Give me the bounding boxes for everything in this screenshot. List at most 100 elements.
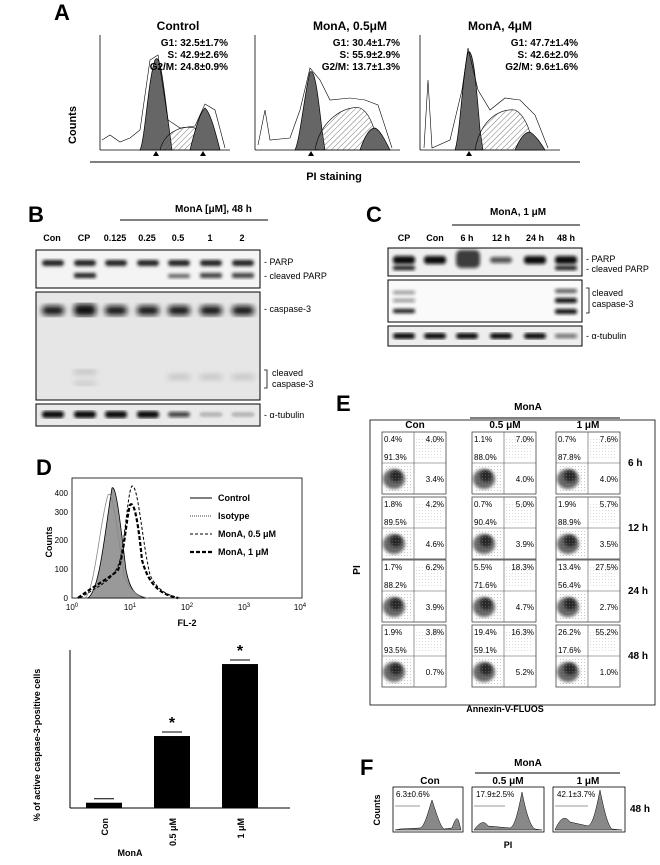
g1-value: G1: 32.5±1.7% <box>161 38 228 49</box>
quadrant-value: 1.7% <box>384 563 402 572</box>
cell-cycle-plot-control: Control G1: 32.5±1.7% S: 42.9±2.6% G2/M:… <box>99 19 230 156</box>
hist-ytick: 100 <box>55 565 69 574</box>
s-value: S: 55.9±2.9% <box>339 50 400 61</box>
lane-label: 6 h <box>460 233 473 243</box>
quadrant-value: 88.9% <box>558 518 581 527</box>
dotplot-grid: 0.4% 4.0% 91.3% 3.4% 1.1% 7.0% 88.0% 4.0% 0.7% 7.… <box>382 432 648 687</box>
pi-value: 17.9±2.5% <box>476 790 514 799</box>
label-tubulin: - α-tubulin <box>264 410 304 420</box>
quadrant-value: 0.7% <box>558 435 576 444</box>
label-cleaved: cleaved <box>272 368 303 378</box>
dotplot: 1.8% 4.2% 89.5% 4.6% <box>382 497 446 559</box>
label-cleaved-caspase-3: caspase-3 <box>272 379 314 389</box>
quadrant-value: 7.0% <box>516 435 534 444</box>
significance-marker: * <box>237 643 244 660</box>
lane-label: 48 h <box>557 233 575 243</box>
dotplot: 26.2% 55.2% 17.6% 1.0% <box>556 625 620 687</box>
label-caspase-3-c: caspase-3 <box>592 299 634 309</box>
quadrant-value: 55.2% <box>595 628 618 637</box>
g2m-value: G2/M: 9.6±1.6% <box>505 62 578 73</box>
lane-label: 0.25 <box>138 233 156 243</box>
hist-xtick: 102 <box>181 603 194 612</box>
quadrant-value: 56.4% <box>558 581 581 590</box>
quadrant-value: 1.8% <box>384 500 402 509</box>
hist-f-con: 6.3±0.6% <box>392 786 464 833</box>
bar-category-label: 0.5 μM <box>168 818 178 846</box>
quadrant-value: 0.7% <box>426 668 444 677</box>
bar <box>154 736 190 808</box>
label-parp: - PARP <box>264 257 293 267</box>
col-header: 1 μM <box>577 776 600 787</box>
quadrant-value: 4.2% <box>426 500 444 509</box>
panel-c-header: MonA, 1 μM <box>490 207 546 218</box>
blot-parp <box>35 249 261 289</box>
hist-ylabel: Counts <box>44 527 54 558</box>
dotplot: 1.1% 7.0% 88.0% 4.0% <box>472 432 536 494</box>
hist-ytick: 0 <box>64 594 69 603</box>
quadrant-value: 4.0% <box>516 475 534 484</box>
label-cleaved-parp-c: - cleaved PARP <box>586 264 649 274</box>
label-parp-c: - PARP <box>586 254 615 264</box>
quadrant-value: 5.7% <box>600 500 618 509</box>
panel-b-header: MonA [μM], 48 h <box>175 204 252 215</box>
quadrant-value: 17.6% <box>558 646 581 655</box>
quadrant-value: 5.5% <box>474 563 492 572</box>
plot-title: Control <box>157 19 200 33</box>
plot-title: MonA, 0.5μM <box>313 19 387 33</box>
bar <box>222 664 258 808</box>
panel-f-group: MonA <box>514 758 542 769</box>
lane-label: 0.125 <box>104 233 127 243</box>
quadrant-value: 91.3% <box>384 453 407 462</box>
blot-cleaved-caspase-3-c <box>387 279 583 323</box>
quadrant-value: 13.4% <box>558 563 581 572</box>
quadrant-value: 27.5% <box>595 563 618 572</box>
significance-marker: * <box>169 715 176 732</box>
panel-a-xlabel: PI staining <box>306 171 362 183</box>
panel-label-c: C <box>366 202 382 227</box>
quadrant-value: 1.9% <box>384 628 402 637</box>
dotplot: 1.9% 5.7% 88.9% 3.5% <box>556 497 620 559</box>
isotype-histogram <box>84 493 149 599</box>
hist-f-mona-1: 42.1±3.7% <box>552 786 626 833</box>
blot-caspase-3 <box>35 291 261 401</box>
quadrant-value: 88.0% <box>474 453 497 462</box>
pi-value: 6.3±0.6% <box>396 790 430 799</box>
hist-ytick: 300 <box>55 508 69 517</box>
quadrant-value: 1.1% <box>474 435 492 444</box>
lane-label: 12 h <box>492 233 510 243</box>
legend-label: MonA, 1 μM <box>218 547 269 557</box>
hist-ytick: 400 <box>55 489 69 498</box>
bar-category-label: 1 μM <box>236 818 246 839</box>
panel-a: A Counts PI staining Control G1: 32.5±1.… <box>54 0 580 183</box>
time-label: 24 h <box>628 586 648 597</box>
lane-label: 24 h <box>526 233 544 243</box>
label-cleaved-parp: - cleaved PARP <box>264 271 327 281</box>
quadrant-value: 4.0% <box>426 435 444 444</box>
time-label: 48 h <box>628 651 648 662</box>
panel-e-ylabel: PI <box>352 565 363 575</box>
quadrant-value: 1.0% <box>600 668 618 677</box>
hist-xtick: 101 <box>124 603 137 612</box>
mona-05-histogram <box>79 485 181 599</box>
dotplot: 13.4% 27.5% 56.4% 2.7% <box>556 560 620 622</box>
dotplot: 0.4% 4.0% 91.3% 3.4% <box>382 432 446 494</box>
hist-f-mona-05: 17.9±2.5% <box>471 786 545 833</box>
quadrant-value: 90.4% <box>474 518 497 527</box>
quadrant-value: 5.2% <box>516 668 534 677</box>
dotplot: 0.7% 5.0% 90.4% 3.9% <box>472 497 536 559</box>
lane-label: CP <box>78 233 91 243</box>
quadrant-value: 2.7% <box>600 603 618 612</box>
panel-label-f: F <box>360 755 373 780</box>
cell-cycle-plot-mona-4: MonA, 4μM G1: 47.7±1.4% S: 42.6±2.0% G2/… <box>419 19 578 156</box>
bar-category-label: Con <box>100 818 110 836</box>
hist-xlabel: FL-2 <box>178 618 197 628</box>
hist-ytick: 200 <box>55 536 69 545</box>
quadrant-value: 16.3% <box>511 628 534 637</box>
quadrant-value: 89.5% <box>384 518 407 527</box>
panel-label-b: B <box>28 202 44 227</box>
label-caspase-3: - caspase-3 <box>264 304 311 314</box>
plot-title: MonA, 4μM <box>468 19 532 33</box>
time-label: 12 h <box>628 523 648 534</box>
bar <box>86 802 122 808</box>
